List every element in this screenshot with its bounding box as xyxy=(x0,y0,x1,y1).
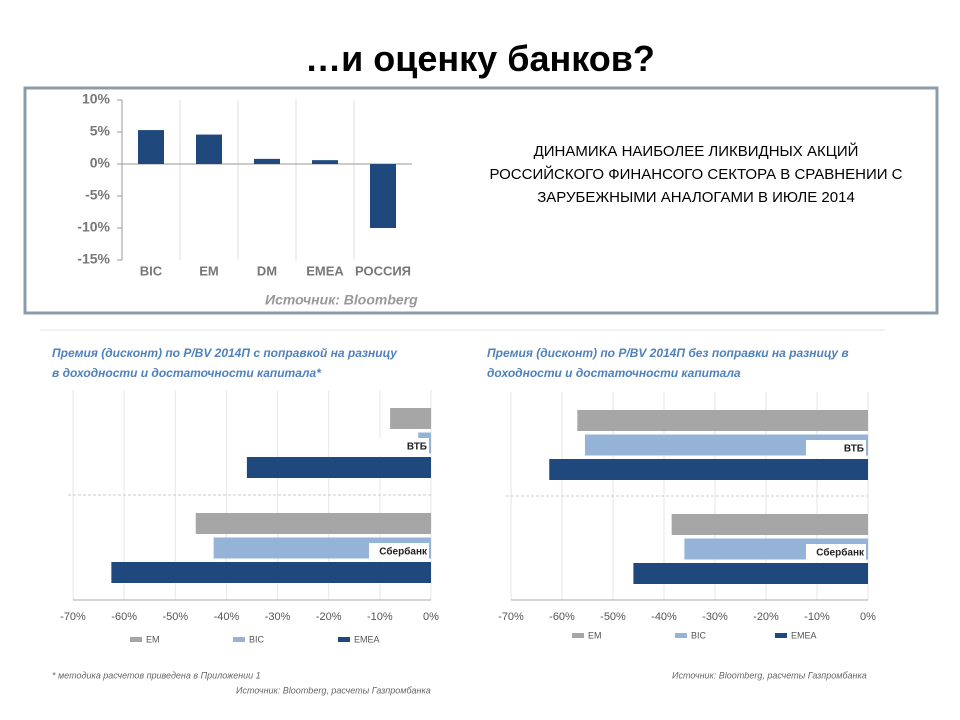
bar xyxy=(584,434,868,456)
legend-label: BIC xyxy=(249,634,265,644)
category-label: Сбербанк xyxy=(816,547,865,559)
x-tick-label: BIC xyxy=(140,263,163,278)
source: Источник: Bloomberg xyxy=(265,292,418,308)
x-tick-label: -40% xyxy=(214,611,240,623)
bar xyxy=(195,513,431,534)
bar xyxy=(246,457,431,478)
bar xyxy=(312,160,338,164)
description: ДИНАМИКА НАИБОЛЕЕ ЛИКВИДНЫХ АКЦИЙ РОССИЙ… xyxy=(489,143,903,206)
x-tick-label: -30% xyxy=(265,611,291,623)
bar xyxy=(549,459,868,480)
legend-label: EM xyxy=(146,634,160,644)
x-tick-label: -10% xyxy=(804,611,830,623)
footnote: * методика расчетов приведена в Приложен… xyxy=(52,670,261,680)
chart-title: доходности и достаточности капитала xyxy=(487,366,741,380)
x-tick-label: -70% xyxy=(498,611,524,623)
legend-swatch xyxy=(338,637,350,642)
category-label: ВТБ xyxy=(407,442,427,453)
legend-swatch xyxy=(775,633,787,638)
x-tick-label: -60% xyxy=(549,611,575,623)
source: Источник: Bloomberg, расчеты Газпромбанк… xyxy=(236,685,431,695)
slide-title: …и оценку банков? xyxy=(305,38,655,79)
bar xyxy=(196,134,222,164)
x-tick-label: -60% xyxy=(111,611,137,623)
x-tick-label: EM xyxy=(199,263,219,278)
x-tick-label: 0% xyxy=(860,611,876,623)
bar xyxy=(577,410,868,431)
y-tick-label: -10% xyxy=(77,219,110,235)
legend-swatch xyxy=(130,637,142,642)
x-tick-label: -10% xyxy=(367,611,393,623)
x-tick-label: EMEA xyxy=(306,263,344,278)
y-tick-label: 0% xyxy=(90,155,111,171)
x-tick-label: -50% xyxy=(600,611,626,623)
chart-title: в доходности и достаточности капитала* xyxy=(52,366,322,380)
bar xyxy=(671,514,868,535)
legend-label: EM xyxy=(588,630,602,640)
source: Источник: Bloomberg, расчеты Газпромбанк… xyxy=(672,670,867,680)
y-tick-label: -15% xyxy=(77,251,110,267)
x-tick-label: -50% xyxy=(162,611,188,623)
legend-swatch xyxy=(675,633,687,638)
label-bg xyxy=(806,440,866,458)
y-tick-label: 10% xyxy=(82,91,111,107)
x-tick-label: -70% xyxy=(60,611,86,623)
bar xyxy=(633,563,868,584)
x-tick-label: -20% xyxy=(753,611,779,623)
x-tick-label: -20% xyxy=(316,611,342,623)
legend-swatch xyxy=(572,633,584,638)
category-label: Сбербанк xyxy=(379,546,428,558)
legend-label: EMEA xyxy=(354,634,380,644)
bar xyxy=(138,130,164,164)
chart-title: Премия (дисконт) по P/BV 2014П без попра… xyxy=(487,346,849,360)
bar xyxy=(390,408,431,429)
x-tick-label: -40% xyxy=(651,611,677,623)
x-tick-label: РОССИЯ xyxy=(355,263,411,278)
x-tick-label: -30% xyxy=(702,611,728,623)
label-bg xyxy=(369,438,429,456)
legend-label: EMEA xyxy=(791,630,817,640)
chart-frame xyxy=(23,86,939,315)
category-label: ВТБ xyxy=(844,444,864,455)
chart-title: Премия (дисконт) по P/BV 2014П с поправк… xyxy=(52,346,398,360)
bar xyxy=(111,562,431,583)
label-bg xyxy=(806,544,866,562)
legend-swatch xyxy=(233,637,245,642)
bar xyxy=(370,164,396,228)
legend-label: BIC xyxy=(691,630,707,640)
y-tick-label: 5% xyxy=(90,123,111,139)
label-bg xyxy=(369,543,429,561)
x-tick-label: 0% xyxy=(423,611,439,623)
x-tick-label: DM xyxy=(257,263,277,278)
bar xyxy=(254,158,280,164)
y-tick-label: -5% xyxy=(85,187,110,203)
